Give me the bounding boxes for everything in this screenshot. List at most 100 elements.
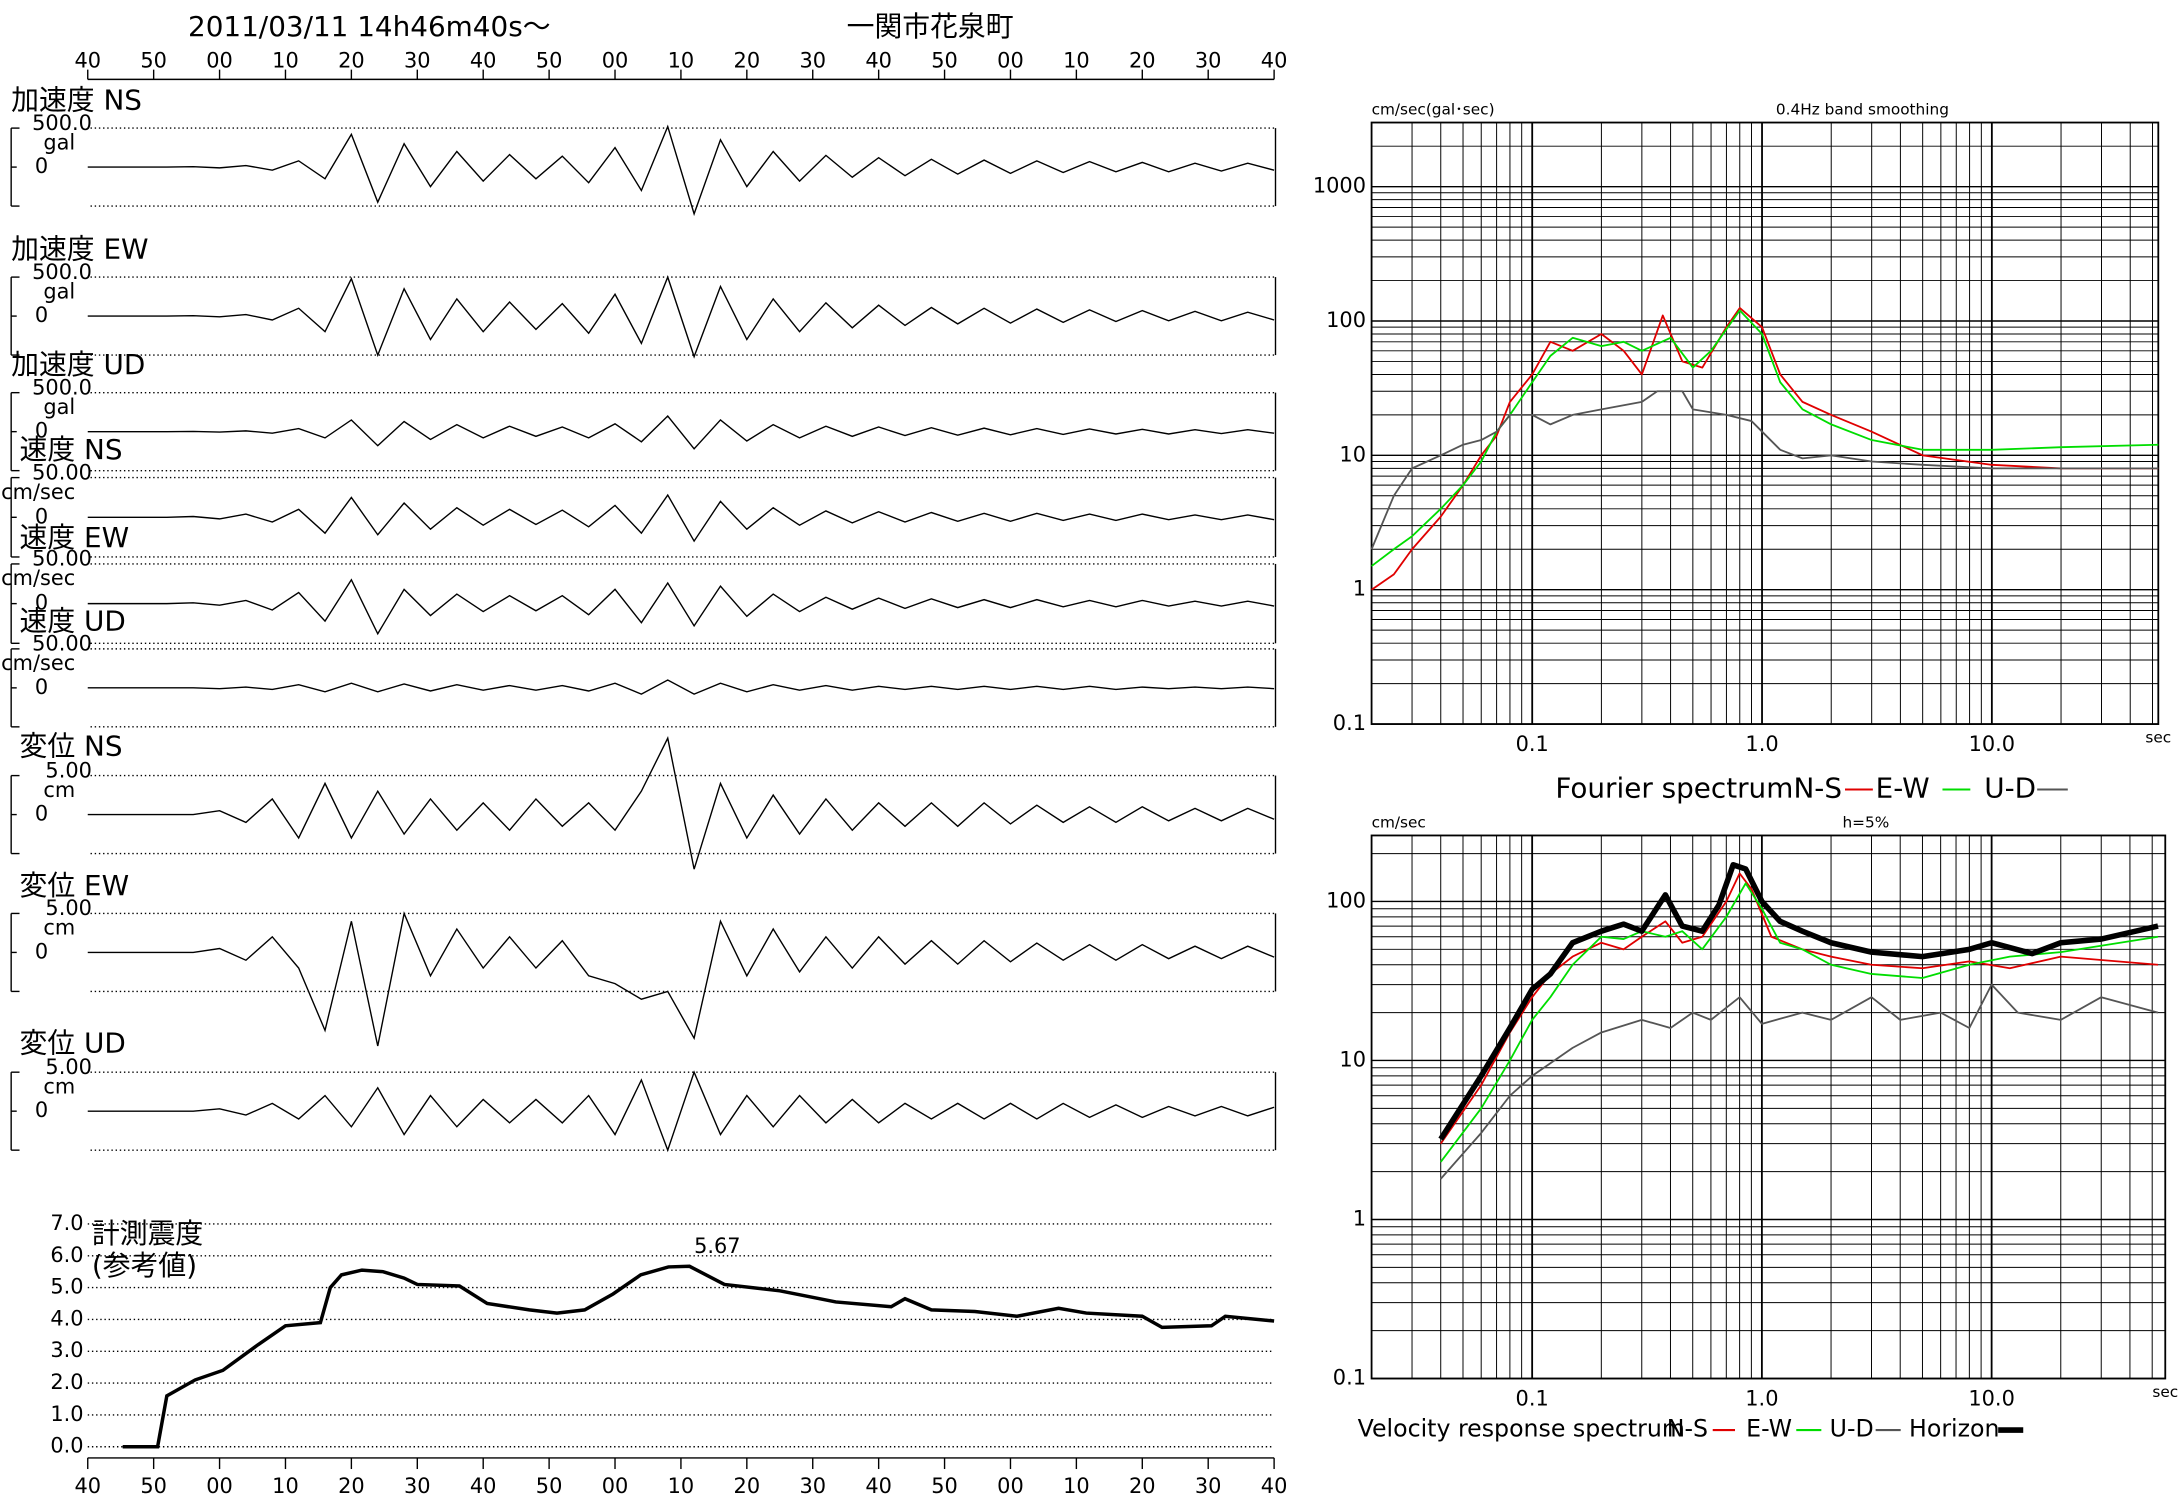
x-tick-label: 40 [74,48,101,72]
x-axis-label: sec [2152,1383,2178,1401]
x-tick-label: 50 [931,1474,958,1498]
x-tick-label: 20 [338,48,365,72]
unit-label: cm/sec [1,566,75,590]
date-label: 2011/03/11 14h46m40s〜 [188,10,551,43]
x-tick-label: 20 [1129,48,1156,72]
x-tick-label: 50 [931,48,958,72]
x-tick-label: 00 [997,48,1024,72]
y-tick-label: 0.1 [1333,711,1366,735]
chart-title: 0.4Hz band smoothing [1776,101,1949,119]
x-tick-label: 50 [536,1474,563,1498]
x-tick-label: 40 [1261,48,1288,72]
x-axis-label: sec [2145,728,2171,746]
x-tick-label: 50 [536,48,563,72]
x-tick-label: 1.0 [1745,1386,1778,1410]
legend-label: U-D [1984,772,2036,805]
y-tick-label: 0.1 [1333,1366,1366,1390]
x-tick-label: 40 [865,48,892,72]
y-tick-label: 0 [35,1098,48,1122]
y-tick-label: 100 [1326,308,1366,332]
y-tick-label: 0 [35,939,48,963]
spectrum-line [1440,983,2159,1180]
x-tick-label: 0.1 [1516,732,1549,756]
y-tick-label: 3.0 [50,1338,83,1362]
x-tick-label: 20 [338,1474,365,1498]
y-tick-label: 0 [35,802,48,826]
x-tick-label: 10 [1063,1474,1090,1498]
x-tick-label: 00 [602,48,629,72]
y-tick-label: 6.0 [50,1243,83,1267]
panel-title: 変位 NS [20,730,123,763]
spectrum-line [1371,309,2159,567]
x-tick-label: 10 [272,1474,299,1498]
y-tick-label: 500.0 [32,375,92,399]
waveform [87,275,1275,359]
x-tick-label: 40 [470,48,497,72]
y-tick-label: 1000 [1313,174,1366,198]
x-tick-label: 20 [734,1474,761,1498]
x-tick-label: 50 [140,48,167,72]
y-tick-label: 0 [35,154,48,178]
y-tick-label: 5.0 [50,1275,83,1299]
x-tick-label: 10 [668,1474,695,1498]
waveform [87,493,1275,543]
waveform [87,911,1275,1047]
y-tick-label: 100 [1326,888,1366,912]
unit-label: gal [43,395,75,419]
x-tick-label: 00 [602,1474,629,1498]
waveform [87,578,1275,636]
chart-subtitle: (参考値) [92,1249,197,1282]
annotation: 5.67 [694,1234,740,1258]
y-tick-label: 7.0 [50,1211,83,1235]
x-tick-label: 00 [206,1474,233,1498]
y-tick-label: 2.0 [50,1370,83,1394]
y-tick-label: 5.00 [45,1055,91,1079]
y-tick-label: 10 [1339,1047,1366,1071]
y-tick-label: 0 [35,675,48,699]
waveform [87,1070,1275,1153]
unit-label: cm [43,916,75,940]
unit-label: cm [43,778,75,802]
y-tick-label: 0 [35,591,48,615]
panel-title: 変位 UD [20,1026,126,1059]
legend-label: N-S [1793,772,1842,805]
spectrum-line [1440,882,2159,1163]
x-tick-label: 00 [206,48,233,72]
spectrum-line [1438,862,2159,1141]
unit-label: gal [43,130,75,154]
unit-label: gal [43,279,75,303]
panel-title: 加速度 NS [11,84,142,117]
y-tick-label: 5.00 [45,896,91,920]
legend-caption: Fourier spectrum [1555,772,1793,805]
unit-label: cm/sec [1,480,75,504]
y-tick-label: 1 [1353,577,1366,601]
y-tick-label: 0 [35,504,48,528]
y-axis-label: cm/sec [1372,813,1426,831]
legend-label: Horizon [1909,1415,1999,1443]
x-tick-label: 1.0 [1745,732,1778,756]
station-label: 一関市花泉町 [847,10,1014,43]
waveform [87,124,1275,217]
y-tick-label: 10 [1339,442,1366,466]
y-tick-label: 500.0 [32,260,92,284]
legend-caption: Velocity response spectrum [1358,1415,1685,1443]
unit-label: cm/sec [1,651,75,675]
y-tick-label: 0 [35,419,48,443]
x-tick-label: 30 [1195,1474,1222,1498]
y-tick-label: 50.00 [32,460,92,484]
chart-title: h=5% [1843,813,1890,831]
spectrum-line [1371,307,2159,591]
x-tick-label: 10.0 [1968,1386,2014,1410]
x-tick-label: 20 [734,48,761,72]
legend-label: N-S [1667,1415,1708,1443]
y-tick-label: 4.0 [50,1306,83,1330]
x-tick-label: 0.1 [1516,1386,1549,1410]
x-tick-label: 10 [668,48,695,72]
panel-title: 変位 EW [20,869,130,902]
y-tick-label: 0 [35,303,48,327]
x-tick-label: 30 [404,48,431,72]
y-axis-label: cm/sec(gal･sec) [1372,101,1495,119]
